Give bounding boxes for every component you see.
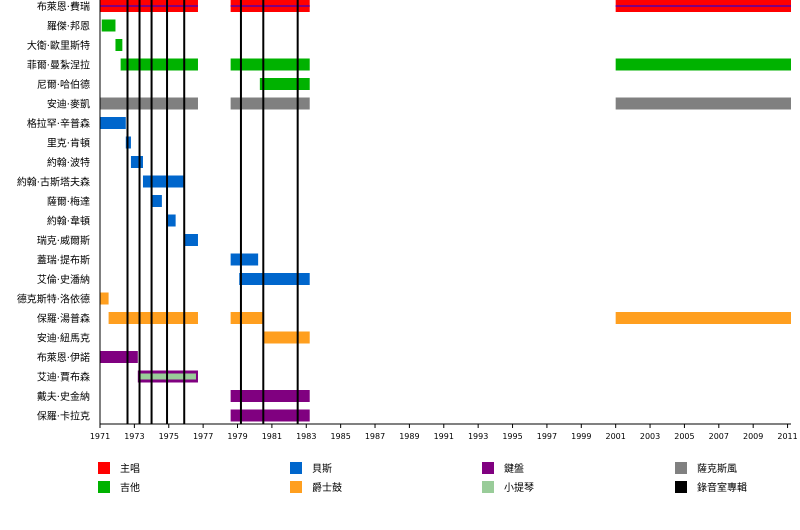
legend-swatch-vocal (98, 462, 110, 474)
bar-drums (108, 312, 198, 324)
x-tick-label: 2011 (777, 432, 797, 441)
legend-swatch-violin (482, 481, 494, 493)
x-tick-label: 1987 (365, 432, 385, 441)
x-tick-label: 2009 (743, 432, 763, 441)
x-tick-label: 1989 (399, 432, 419, 441)
member-label: 菲爾·曼紮涅拉 (27, 59, 90, 72)
bar-guitar (230, 58, 310, 71)
bar-drums (615, 312, 791, 324)
legend-label-violin: 小提琴 (504, 482, 534, 494)
bar-keys (100, 351, 138, 363)
x-tick-label: 2005 (674, 432, 694, 441)
x-tick-label: 1971 (90, 432, 110, 441)
x-tick-label: 1979 (227, 432, 247, 441)
member-label: 約翰·波特 (47, 156, 90, 169)
member-label: 約翰·韋頓 (47, 215, 90, 228)
member-label: 保羅·湯普森 (37, 312, 90, 325)
member-label: 羅傑·邦恩 (47, 20, 90, 33)
bar-bass (142, 175, 185, 188)
x-tick-label: 1993 (468, 432, 488, 441)
member-label: 布萊恩·費瑞 (37, 0, 90, 13)
bar-bass (167, 214, 176, 227)
bar-drums (100, 292, 109, 305)
bar-sax (100, 97, 198, 110)
member-label: 瑞克·威爾斯 (37, 234, 90, 247)
legend-label-sax: 薩克斯風 (697, 462, 737, 475)
member-label: 格拉罕·辛普森 (27, 117, 90, 130)
x-tick-label: 1997 (537, 432, 557, 441)
x-tick-label: 1999 (571, 432, 591, 441)
member-label: 安迪·紐馬克 (37, 332, 90, 345)
member-label: 艾迪·賈布森 (37, 371, 90, 384)
bar-bass (230, 253, 259, 266)
legend-swatch-album (675, 481, 687, 493)
x-tick-label: 2007 (709, 432, 729, 441)
bar-keys (230, 390, 310, 402)
bar-drums (263, 331, 310, 344)
member-label: 約翰·古斯塔夫森 (17, 176, 90, 189)
bar-accent-keys (100, 5, 198, 7)
legend-label-bass: 貝斯 (312, 462, 332, 475)
x-tick-label: 2003 (640, 432, 660, 441)
legend-label-keys: 鍵盤 (504, 462, 524, 475)
bar-guitar (115, 39, 123, 51)
x-tick-label: 1991 (434, 432, 454, 441)
member-label: 蓋瑞·提布斯 (37, 254, 90, 267)
member-label: 艾倫·史潘納 (37, 273, 90, 286)
legend-label-vocal: 主唱 (120, 463, 140, 475)
x-tick-label: 1977 (193, 432, 213, 441)
bar-accent-keys (230, 5, 310, 7)
bar-keys (230, 409, 310, 422)
x-tick-label: 1975 (159, 432, 179, 441)
member-label: 薩爾·梅達 (47, 195, 90, 208)
member-label: 里克·肯頓 (47, 137, 90, 150)
bar-bass (130, 156, 143, 168)
member-label: 尼爾·哈伯德 (37, 78, 90, 91)
bar-guitar (259, 78, 310, 90)
bar-sax (230, 97, 310, 110)
x-axis: 1971 1973 1975 1977 1979 1981 1983 1985 1987 1989… (90, 0, 798, 441)
bar-sax (615, 97, 791, 110)
member-label: 德克斯特·洛依德 (17, 293, 90, 306)
legend-swatch-drums (290, 481, 302, 493)
album-lines-layer (126, 0, 299, 424)
member-label: 大衛·歐里斯特 (27, 39, 90, 52)
bar-drums (230, 312, 264, 324)
x-tick-label: 1981 (262, 432, 282, 441)
member-label: 布萊恩·伊諾 (37, 351, 90, 364)
bar-guitar (101, 19, 116, 32)
x-tick-label: 1973 (124, 432, 144, 441)
legend-swatch-guitar (98, 481, 110, 493)
legend-label-guitar: 吉他 (120, 481, 140, 494)
x-tick-label: 1983 (296, 432, 316, 441)
bar-bass (100, 117, 126, 129)
x-tick-label: 1985 (330, 432, 350, 441)
legend-label-album: 錄音室專輯 (697, 481, 747, 494)
x-tick-label: 1995 (502, 432, 522, 441)
bar-bass (239, 273, 310, 285)
member-label: 安迪·麥凱 (47, 98, 90, 111)
legend-swatch-sax (675, 462, 687, 474)
bar-bass (151, 195, 162, 207)
legend-swatch-bass (290, 462, 302, 474)
legend-swatch-keys (482, 462, 494, 474)
x-tick-label: 2001 (605, 432, 625, 441)
bar-accent-keys (615, 5, 791, 7)
bar-guitar (120, 58, 198, 71)
member-label: 戴夫·史金納 (37, 390, 90, 403)
bar-bass (184, 234, 198, 246)
member-labels: 布萊恩·費瑞羅傑·邦恩大衛·歐里斯特菲爾·曼紮涅拉尼爾·哈伯德安迪·麥凱格拉罕·… (17, 0, 90, 423)
bar-guitar (615, 58, 791, 71)
member-label: 保羅·卡拉克 (37, 410, 90, 423)
bars-layer (100, 0, 791, 422)
legend-label-drums: 爵士鼓 (312, 481, 342, 494)
